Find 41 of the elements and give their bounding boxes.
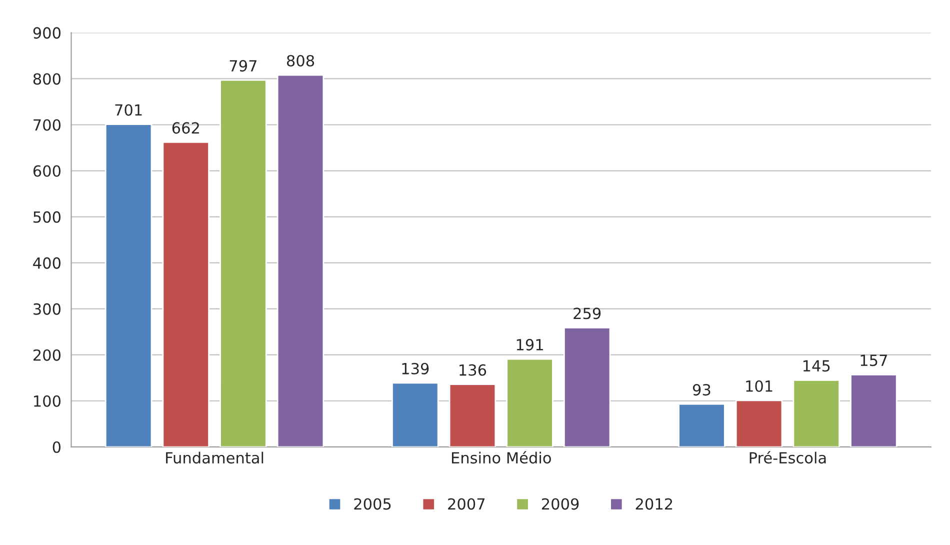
y-tick-label: 600 — [33, 165, 61, 177]
y-tick-label: 500 — [34, 211, 61, 223]
bar — [735, 400, 783, 447]
legend-label: 2007 — [448, 498, 485, 510]
data-label: 701 — [115, 104, 142, 116]
data-label: 139 — [402, 362, 429, 374]
bar — [220, 79, 267, 447]
y-tick-label: 200 — [33, 349, 61, 361]
data-label: 662 — [172, 122, 199, 134]
y-tick-label: 400 — [33, 257, 61, 269]
y-tick-label: 900 — [33, 27, 61, 39]
y-tick-label: 800 — [33, 73, 61, 85]
data-label: 797 — [230, 60, 256, 72]
bar — [162, 142, 210, 447]
legend-label: 2012 — [636, 498, 672, 510]
bar — [792, 379, 840, 447]
x-tick-label: Pré-Escola — [750, 451, 826, 464]
legend-label: 2009 — [542, 498, 579, 510]
bar — [850, 374, 898, 447]
bar — [104, 124, 152, 447]
bar — [276, 74, 324, 447]
y-tick-label: 100 — [34, 395, 61, 407]
y-tick-label: 700 — [34, 119, 61, 131]
bar — [448, 384, 496, 447]
data-label: 191 — [516, 338, 543, 350]
data-label: 808 — [286, 54, 314, 67]
bar — [506, 358, 554, 447]
data-label: 145 — [803, 360, 830, 372]
data-label: 101 — [746, 380, 772, 392]
x-tick-label: Ensino Médio — [452, 451, 551, 464]
data-label: 93 — [692, 384, 710, 396]
y-tick-label: 300 — [34, 303, 61, 315]
data-label: 136 — [460, 364, 486, 376]
y-tick-label: 0 — [52, 441, 61, 453]
data-label: 157 — [860, 354, 887, 366]
legend-label: 2005 — [354, 498, 391, 510]
bar — [563, 327, 611, 447]
data-label: 259 — [574, 308, 601, 320]
x-tick-label: Fundamental — [166, 452, 264, 464]
bar — [678, 403, 726, 447]
bar — [392, 382, 439, 447]
